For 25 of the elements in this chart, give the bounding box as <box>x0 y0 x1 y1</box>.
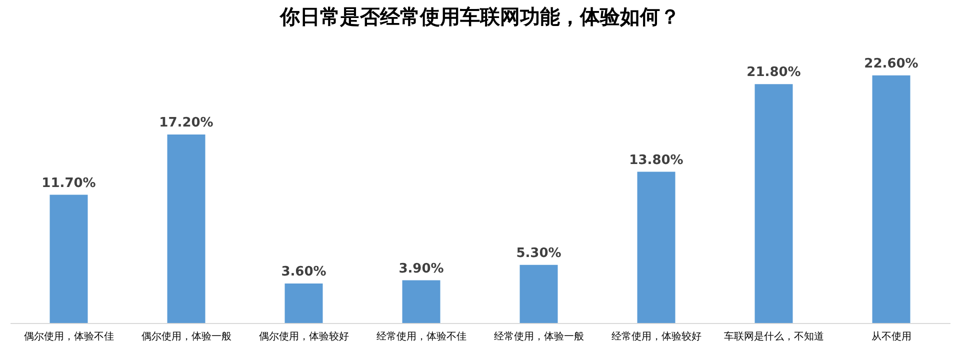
bar <box>167 134 206 323</box>
data-label: 3.60% <box>281 264 326 280</box>
chart-title: 你日常是否经常使用车联网功能，体验如何？ <box>279 4 680 28</box>
bar <box>637 172 676 323</box>
bar <box>50 194 88 323</box>
x-tick-label: 经常使用，体验较好 <box>611 330 702 342</box>
x-tick-label: 偶尔使用，体验较好 <box>258 330 349 342</box>
data-label: 22.60% <box>864 56 918 72</box>
data-label: 13.80% <box>629 152 684 168</box>
data-label: 5.30% <box>516 246 562 261</box>
bar <box>402 280 440 323</box>
x-tick-label: 经常使用，体验不佳 <box>376 330 466 342</box>
data-label: 3.90% <box>398 261 444 276</box>
x-tick-label: 车联网是什么，不知道 <box>724 330 824 342</box>
bar <box>284 284 323 323</box>
bar <box>754 84 793 323</box>
data-label: 21.80% <box>746 65 801 80</box>
x-tick-label: 经常使用，体验一般 <box>494 330 584 342</box>
x-tick-label: 偶尔使用，体验一般 <box>141 330 232 342</box>
x-tick-label: 从不使用 <box>871 330 912 342</box>
bar <box>520 264 558 323</box>
x-tick-label: 偶尔使用，体验不佳 <box>24 330 114 342</box>
data-label: 17.20% <box>159 116 214 131</box>
data-label: 11.70% <box>42 176 96 191</box>
bar <box>872 75 910 323</box>
